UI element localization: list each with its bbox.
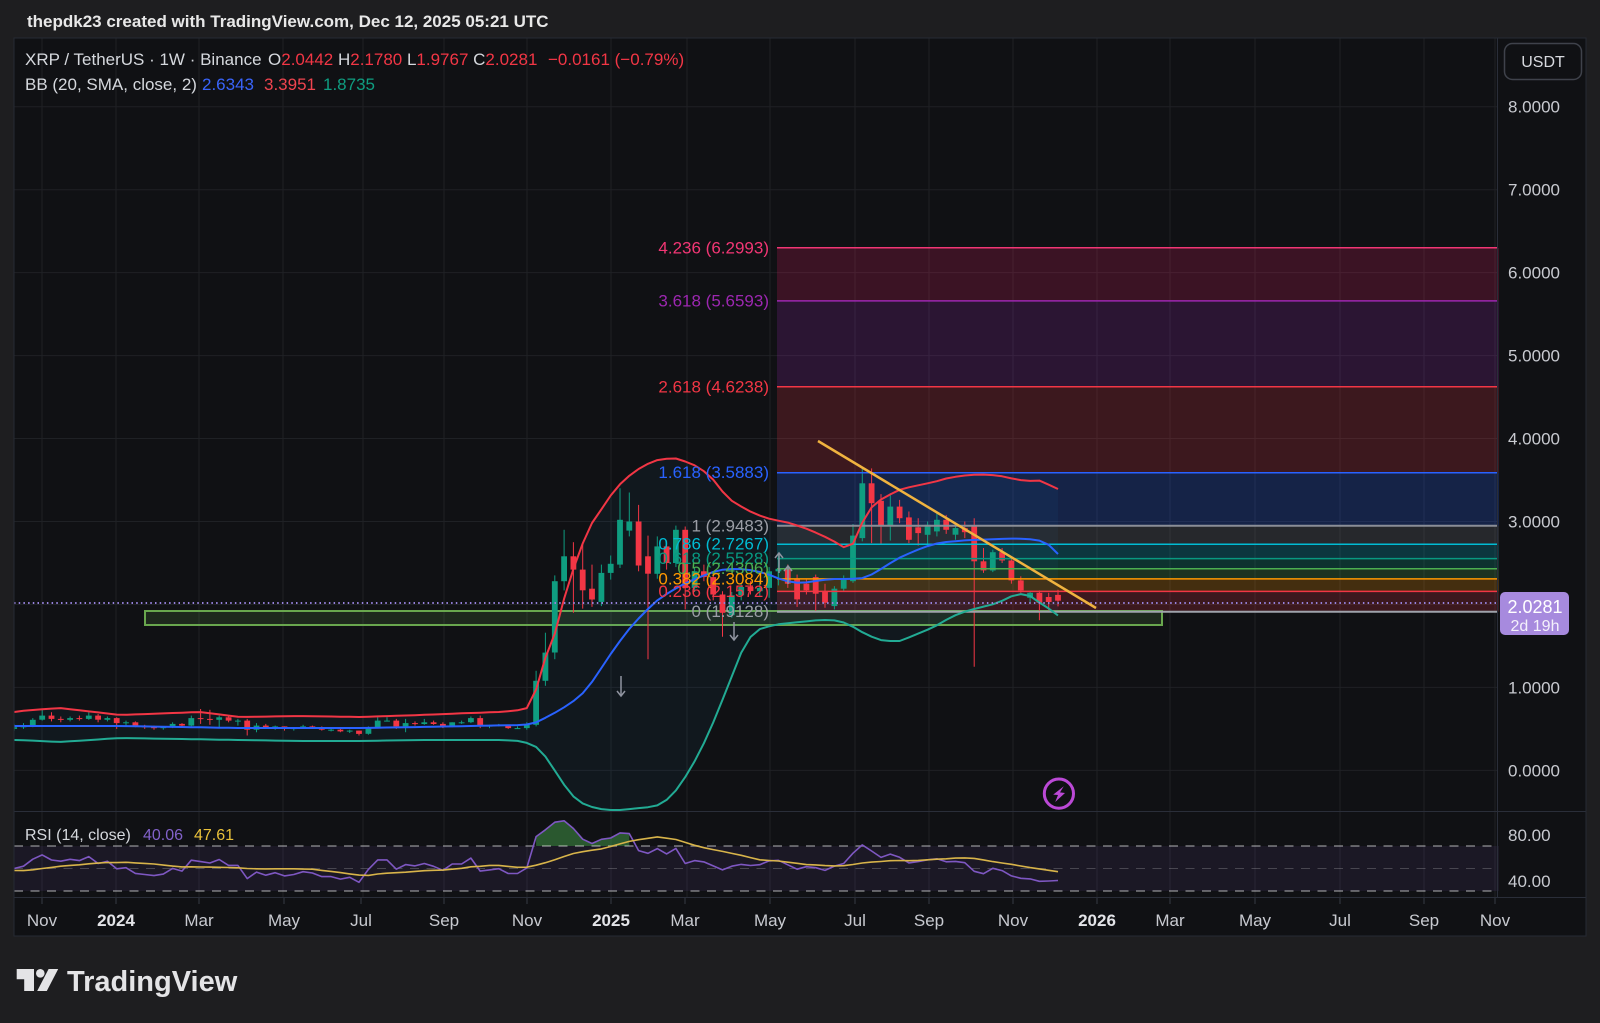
svg-text:1.0000: 1.0000 bbox=[1508, 678, 1560, 697]
svg-text:2025: 2025 bbox=[592, 911, 630, 930]
svg-text:2024: 2024 bbox=[97, 911, 135, 930]
svg-text:7.0000: 7.0000 bbox=[1508, 181, 1560, 200]
svg-text:0.5 (2.4306): 0.5 (2.4306) bbox=[677, 559, 769, 578]
svg-text:TradingView: TradingView bbox=[67, 966, 238, 998]
svg-text:4.236 (6.2993): 4.236 (6.2993) bbox=[658, 238, 769, 257]
svg-text:2.6343: 2.6343 bbox=[202, 75, 254, 94]
svg-text:0.0000: 0.0000 bbox=[1508, 761, 1560, 780]
svg-text:0 (1.9128): 0 (1.9128) bbox=[692, 602, 770, 621]
svg-text:3.3951: 3.3951 bbox=[264, 75, 316, 94]
svg-text:Jul: Jul bbox=[350, 911, 372, 930]
svg-text:3.0000: 3.0000 bbox=[1508, 513, 1560, 532]
svg-text:Nov: Nov bbox=[27, 911, 58, 930]
svg-text:May: May bbox=[1239, 911, 1272, 930]
svg-text:Mar: Mar bbox=[670, 911, 700, 930]
svg-text:40.06: 40.06 bbox=[143, 827, 183, 844]
svg-text:40.00: 40.00 bbox=[1508, 872, 1551, 891]
svg-text:0.382 (2.3084): 0.382 (2.3084) bbox=[658, 569, 769, 588]
svg-text:Jul: Jul bbox=[844, 911, 866, 930]
svg-text:0.618 (2.5528): 0.618 (2.5528) bbox=[658, 549, 769, 568]
svg-text:Nov: Nov bbox=[1480, 911, 1511, 930]
svg-text:2d 19h: 2d 19h bbox=[1511, 618, 1560, 635]
svg-text:O2.0442 H2.1780 L1.9767 C2.028: O2.0442 H2.1780 L1.9767 C2.0281 −0.0161 (… bbox=[268, 50, 684, 69]
svg-text:Nov: Nov bbox=[998, 911, 1029, 930]
svg-text:2.0281: 2.0281 bbox=[1507, 597, 1562, 617]
svg-text:Sep: Sep bbox=[429, 911, 459, 930]
svg-text:thepdk23 created with TradingV: thepdk23 created with TradingView.com, D… bbox=[27, 12, 549, 31]
svg-text:1.618 (3.5883): 1.618 (3.5883) bbox=[658, 463, 769, 482]
svg-text:Sep: Sep bbox=[914, 911, 944, 930]
svg-text:8.0000: 8.0000 bbox=[1508, 98, 1560, 117]
svg-text:47.61: 47.61 bbox=[194, 827, 234, 844]
svg-text:May: May bbox=[754, 911, 787, 930]
svg-text:2.618 (4.6238): 2.618 (4.6238) bbox=[658, 377, 769, 396]
svg-text:5.0000: 5.0000 bbox=[1508, 347, 1560, 366]
svg-text:May: May bbox=[268, 911, 301, 930]
svg-text:3.618 (5.6593): 3.618 (5.6593) bbox=[658, 291, 769, 310]
svg-text:Jul: Jul bbox=[1329, 911, 1351, 930]
svg-text:6.0000: 6.0000 bbox=[1508, 264, 1560, 283]
svg-text:BB (20, SMA, close, 2): BB (20, SMA, close, 2) bbox=[25, 75, 197, 94]
svg-text:80.00: 80.00 bbox=[1508, 826, 1551, 845]
svg-text:Nov: Nov bbox=[512, 911, 543, 930]
svg-text:4.0000: 4.0000 bbox=[1508, 430, 1560, 449]
svg-text:1 (2.9483): 1 (2.9483) bbox=[692, 516, 770, 535]
svg-text:0.786 (2.7267): 0.786 (2.7267) bbox=[658, 535, 769, 554]
svg-text:USDT: USDT bbox=[1521, 54, 1565, 71]
svg-text:Sep: Sep bbox=[1409, 911, 1439, 930]
svg-text:2026: 2026 bbox=[1078, 911, 1116, 930]
svg-text:XRP / TetherUS · 1W · Binance: XRP / TetherUS · 1W · Binance bbox=[25, 50, 262, 69]
svg-text:Mar: Mar bbox=[1155, 911, 1185, 930]
svg-text:0.236 (2.1572): 0.236 (2.1572) bbox=[658, 582, 769, 601]
svg-text:1.8735: 1.8735 bbox=[323, 75, 375, 94]
svg-text:RSI (14, close): RSI (14, close) bbox=[25, 827, 131, 844]
svg-text:Mar: Mar bbox=[184, 911, 214, 930]
